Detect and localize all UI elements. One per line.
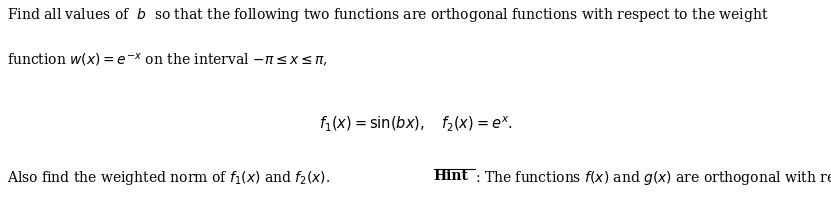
Text: Find all values of  $b$  so that the following two functions are orthogonal func: Find all values of $b$ so that the follo… [7,6,768,24]
Text: Hint: Hint [434,169,469,183]
Text: : The functions $f(x)$ and $g(x)$ are orthogonal with respect: : The functions $f(x)$ and $g(x)$ are or… [475,169,831,187]
Text: Also find the weighted norm of $f_1(x)$ and $f_2(x)$.: Also find the weighted norm of $f_1(x)$ … [7,169,331,187]
Text: function $w(x) = e^{-x}$ on the interval $-\pi \leq x \leq \pi$,: function $w(x) = e^{-x}$ on the interval… [7,52,327,69]
Text: $f_1(x) = \sin(bx), \quad f_2(x) = e^x.$: $f_1(x) = \sin(bx), \quad f_2(x) = e^x.$ [318,114,513,133]
